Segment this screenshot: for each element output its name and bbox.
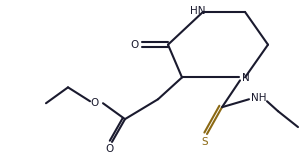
Text: S: S: [202, 137, 208, 147]
Text: N: N: [242, 73, 250, 83]
Text: O: O: [106, 144, 114, 154]
Text: O: O: [91, 98, 99, 108]
Text: HN: HN: [190, 6, 206, 16]
Text: O: O: [131, 40, 139, 50]
Text: NH: NH: [251, 93, 267, 103]
